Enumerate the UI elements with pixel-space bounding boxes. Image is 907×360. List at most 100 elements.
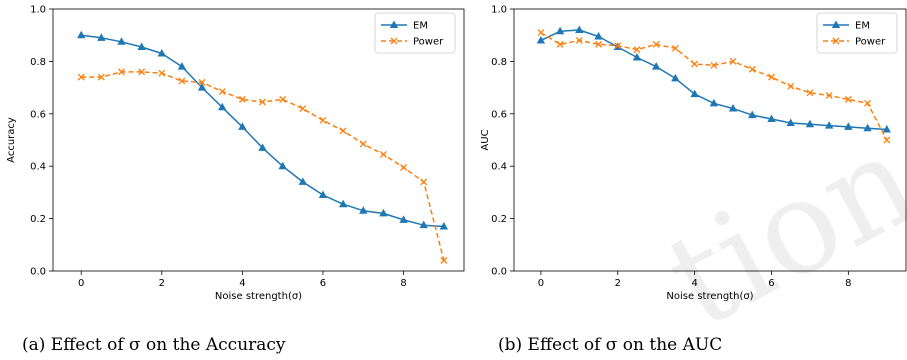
data-point-power: [575, 36, 583, 44]
data-point-power: [77, 73, 85, 81]
data-point-em: [748, 110, 757, 119]
data-point-em: [863, 123, 872, 132]
x-tick-label: 4: [691, 278, 697, 289]
watermark: tion: [643, 103, 907, 357]
y-axis-label: AUC: [480, 129, 491, 150]
data-point-power: [359, 140, 367, 148]
legend-marker-power: [832, 37, 840, 45]
y-axis-label: Accuracy: [6, 117, 17, 163]
plot-frame: [52, 8, 465, 272]
data-point-power: [238, 95, 246, 103]
data-point-em: [671, 73, 680, 82]
legend-marker-em: [831, 20, 841, 28]
data-point-em: [786, 118, 795, 126]
y-tick-label: 0.2: [30, 214, 46, 225]
data-point-power: [218, 88, 226, 95]
x-tick-label: 8: [400, 278, 406, 289]
x-axis-label: Noise strength(σ): [666, 291, 753, 302]
x-tick-label: 6: [320, 278, 326, 289]
data-point-em: [767, 114, 776, 123]
series-line-power: [81, 71, 445, 261]
data-point-em: [298, 177, 308, 185]
data-point-em: [805, 119, 815, 128]
legend-label-em: EM: [413, 21, 428, 32]
data-point-em: [278, 161, 287, 170]
x-axis-label: Noise strength(σ): [215, 291, 302, 302]
y-tick-label: 0.0: [30, 267, 46, 278]
data-point-power: [729, 57, 737, 65]
data-point-em: [379, 208, 388, 217]
series-line-em: [81, 34, 444, 228]
data-point-power: [339, 127, 347, 135]
data-point-power: [844, 95, 852, 103]
data-point-em: [157, 49, 166, 57]
data-point-em: [690, 89, 699, 98]
y-tick-label: 0.8: [491, 57, 507, 68]
data-point-power: [652, 40, 660, 48]
data-point-power: [400, 164, 408, 171]
data-point-em: [439, 221, 449, 230]
x-tick-label: 0: [78, 278, 84, 289]
data-point-power: [787, 82, 795, 90]
data-point-power: [440, 257, 448, 264]
data-point-em: [238, 122, 247, 130]
data-point-power: [178, 77, 186, 85]
data-point-power: [864, 99, 872, 107]
x-tick-label: 2: [159, 278, 165, 289]
data-point-power: [825, 92, 833, 99]
data-point-power: [319, 116, 327, 124]
legend-marker-power: [390, 37, 398, 45]
y-tick-label: 0.6: [491, 109, 507, 120]
data-point-em: [651, 62, 661, 70]
data-point-em: [137, 42, 146, 50]
data-point-em: [258, 143, 267, 151]
data-point-em: [97, 33, 106, 41]
data-point-em: [117, 37, 126, 45]
data-point-em: [177, 62, 187, 70]
figure-caption: (b) Effect of σ on the AUC: [498, 335, 722, 355]
y-tick-label: 0.8: [30, 57, 46, 68]
data-point-em: [594, 32, 603, 40]
data-point-power: [118, 68, 125, 76]
data-point-em: [318, 190, 328, 199]
series-group: [536, 25, 891, 144]
y-tick-label: 0.6: [30, 109, 46, 120]
data-point-em: [728, 104, 738, 112]
x-tick-label: 8: [845, 278, 851, 289]
data-point-em: [709, 98, 719, 107]
data-point-em: [632, 52, 642, 61]
legend-marker-em: [389, 20, 399, 28]
data-point-power: [768, 73, 775, 81]
data-point-power: [633, 46, 641, 54]
series-group: [77, 30, 449, 264]
data-point-power: [883, 136, 891, 144]
data-point-em: [536, 35, 546, 44]
data-point-em: [359, 206, 368, 214]
data-point-em: [399, 215, 408, 223]
data-point-power: [556, 40, 564, 48]
data-point-power: [97, 73, 105, 81]
y-tick-label: 0.2: [491, 214, 507, 225]
legend-label-power: Power: [413, 37, 444, 48]
y-tick-label: 0.0: [491, 267, 507, 278]
plot-frame: [513, 8, 907, 272]
data-point-power: [671, 44, 679, 52]
data-point-power: [806, 89, 814, 97]
data-point-em: [218, 102, 227, 111]
data-point-em: [575, 25, 584, 33]
data-point-em: [882, 125, 891, 133]
x-tick-label: 2: [615, 278, 621, 289]
data-point-power: [279, 95, 287, 103]
legend: EM Power: [816, 12, 898, 54]
data-point-power: [299, 105, 307, 113]
legend-label-em: EM: [855, 21, 870, 32]
data-point-power: [614, 42, 622, 50]
x-tick-label: 6: [768, 278, 774, 289]
data-point-em: [197, 83, 207, 91]
y-tick-label: 1.0: [491, 5, 507, 16]
data-point-power: [379, 150, 387, 158]
legend-label-power: Power: [855, 37, 886, 48]
data-point-power: [420, 178, 428, 186]
data-point-em: [419, 220, 428, 229]
